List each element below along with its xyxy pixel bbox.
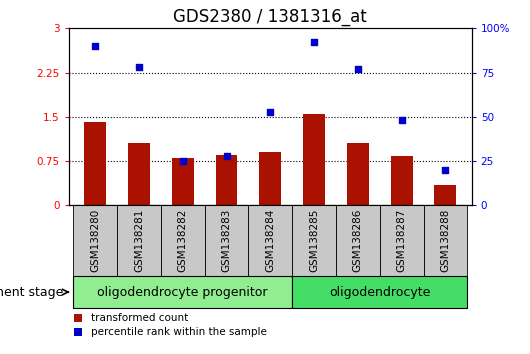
Bar — [216, 155, 237, 205]
Bar — [292, 276, 467, 308]
Bar — [73, 276, 292, 308]
Legend: transformed count, percentile rank within the sample: transformed count, percentile rank withi… — [74, 313, 267, 337]
Point — [135, 64, 143, 70]
Point — [266, 109, 275, 114]
Bar — [249, 205, 292, 276]
Text: GSM138284: GSM138284 — [266, 209, 275, 272]
Point — [310, 40, 319, 45]
Bar — [84, 121, 106, 205]
Point — [179, 158, 187, 164]
Point — [222, 153, 231, 159]
Bar — [259, 152, 281, 205]
Point — [354, 66, 362, 72]
Text: GSM138282: GSM138282 — [178, 209, 188, 272]
Title: GDS2380 / 1381316_at: GDS2380 / 1381316_at — [173, 8, 367, 25]
Bar — [336, 205, 380, 276]
Bar — [128, 143, 150, 205]
Bar — [391, 156, 412, 205]
Text: GSM138285: GSM138285 — [309, 209, 319, 272]
Text: GSM138286: GSM138286 — [353, 209, 363, 272]
Text: GSM138287: GSM138287 — [396, 209, 407, 272]
Bar — [172, 158, 193, 205]
Bar — [347, 143, 369, 205]
Bar — [292, 205, 336, 276]
Bar — [73, 205, 117, 276]
Bar — [380, 205, 423, 276]
Bar — [303, 114, 325, 205]
Point — [398, 118, 406, 123]
Point — [91, 43, 100, 49]
Point — [441, 167, 449, 173]
Text: GSM138281: GSM138281 — [134, 209, 144, 272]
Bar — [423, 205, 467, 276]
Bar — [161, 205, 205, 276]
Bar — [205, 205, 249, 276]
Text: oligodendrocyte progenitor: oligodendrocyte progenitor — [98, 286, 268, 298]
Text: GSM138288: GSM138288 — [440, 209, 450, 272]
Bar — [117, 205, 161, 276]
Text: GSM138280: GSM138280 — [90, 209, 100, 272]
Text: GSM138283: GSM138283 — [222, 209, 232, 272]
Text: oligodendrocyte: oligodendrocyte — [329, 286, 430, 298]
Text: development stage: development stage — [0, 286, 64, 298]
Bar — [435, 185, 456, 205]
